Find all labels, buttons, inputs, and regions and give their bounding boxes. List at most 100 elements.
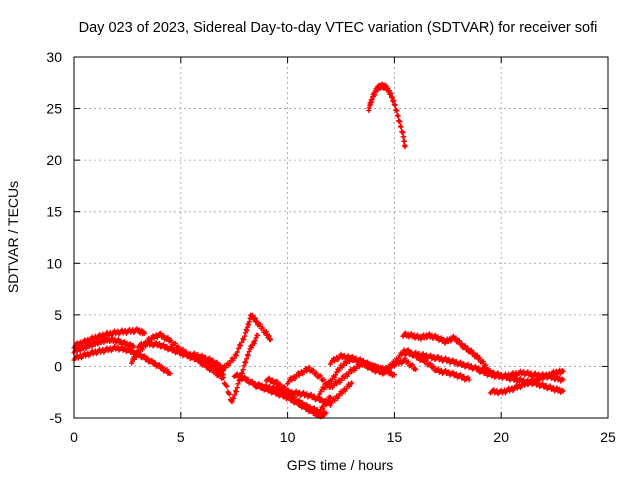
data-point [438,336,444,342]
series-arc-18 [366,81,408,150]
y-axis-label: SDTVAR / TECUs [5,181,21,293]
data-point [127,346,133,352]
data-point [179,349,185,355]
data-point [391,372,397,378]
data-point [210,357,216,363]
y-tick-label: 10 [46,255,62,271]
data-point [231,396,237,402]
data-point [217,362,223,368]
data-point [316,394,322,400]
data-point [398,124,404,130]
data-point [300,400,306,406]
data-point [459,341,465,347]
data-point [145,355,151,361]
x-tick-label: 20 [493,429,509,445]
data-point [559,376,565,382]
data-point [213,369,219,375]
data-point [233,352,239,358]
data-point [221,375,227,381]
data-point [202,354,208,360]
data-point [164,367,170,373]
data-point [233,388,239,394]
data-point [172,340,178,346]
data-point [349,380,355,386]
data-point [241,363,247,369]
data-point [462,343,468,349]
data-point [235,345,241,351]
data-point [171,346,177,352]
data-point [176,347,182,353]
series-arc-17 [488,367,566,397]
data-point [130,348,136,354]
data-point [318,373,324,379]
data-point [234,349,240,355]
data-point [323,410,329,416]
data-point [214,359,220,365]
data-point [249,345,255,351]
data-point [405,359,411,365]
data-point [428,361,434,367]
data-point [281,384,287,390]
x-tick-label: 10 [280,429,296,445]
data-point [394,108,400,114]
data-point [202,361,208,367]
data-point [277,381,283,387]
data-point [242,374,248,380]
data-point [183,350,189,356]
data-point [560,377,566,383]
data-point [296,397,302,403]
data-point [453,335,459,341]
series-arc-7 [199,332,261,405]
x-tick-label: 5 [177,429,185,445]
y-tick-label: 25 [46,101,62,117]
data-point [306,364,312,370]
data-point [168,344,174,350]
data-point [317,409,323,415]
data-point [268,337,274,343]
data-point [206,363,212,369]
data-point [456,338,462,344]
data-point [466,377,472,383]
data-point [483,369,489,375]
data-point [328,379,334,385]
data-point [244,356,250,362]
data-point [165,335,171,341]
data-point [319,396,325,402]
y-tick-label: 5 [54,307,62,323]
data-point [392,102,398,108]
data-point [434,335,440,341]
data-point [210,366,216,372]
series-arc-14 [402,348,566,395]
y-tick-label: 15 [46,204,62,220]
data-point [235,381,241,387]
data-point [240,367,246,373]
data-point [238,343,244,349]
data-point [310,367,316,373]
data-point [560,388,566,394]
data-point [238,373,244,379]
data-point [270,377,276,383]
data-point [304,402,310,408]
data-point [308,391,314,397]
data-point [431,364,437,370]
x-axis-label: GPS time / hours [287,457,394,473]
data-point [234,371,240,377]
data-point [229,399,235,405]
data-point [156,341,162,347]
data-points [71,81,566,420]
y-tick-label: -5 [50,410,63,426]
data-point [285,387,291,393]
data-point [199,352,205,358]
data-point [239,339,245,345]
data-point [167,371,173,377]
data-point [461,374,467,380]
y-axis-ticks: -5 0 5 10 15 20 25 30 [46,49,608,426]
data-point [292,394,298,400]
data-point [465,345,471,351]
data-point [307,404,313,410]
data-point [402,144,408,150]
y-tick-label: 30 [46,49,62,65]
data-point [397,119,403,125]
data-point [395,113,401,119]
